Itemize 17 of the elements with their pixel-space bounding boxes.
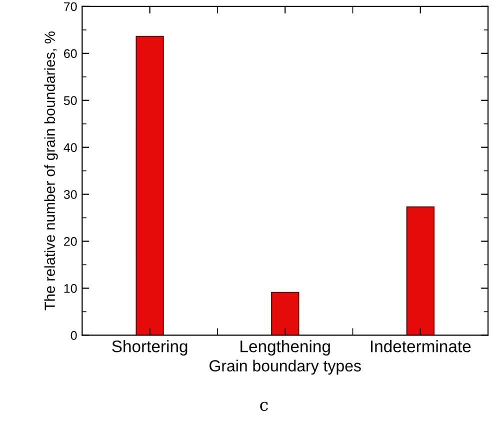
y-tick-label: 50 [64, 96, 77, 105]
bar [406, 206, 434, 336]
text: c [260, 402, 268, 411]
y-tick-label: 0 [70, 330, 77, 340]
x-tick-label: Lengthening [240, 340, 330, 356]
y-tick-label: 70 [64, 2, 77, 12]
x-axis-title: Grain boundary types [210, 360, 361, 375]
y-tick-label: 60 [64, 49, 77, 58]
x-tick-label: Indeterminate [370, 340, 471, 352]
y-tick-label: 30 [64, 190, 77, 199]
bar [271, 292, 300, 336]
y-axis-title: The relative number of grain boundaries, % [44, 31, 58, 310]
y-tick-label: 10 [64, 284, 77, 293]
y-tick-label: 20 [64, 237, 77, 246]
bar [136, 36, 164, 336]
x-tick-label: Shortering [112, 340, 188, 356]
y-tick-label: 40 [64, 143, 77, 152]
